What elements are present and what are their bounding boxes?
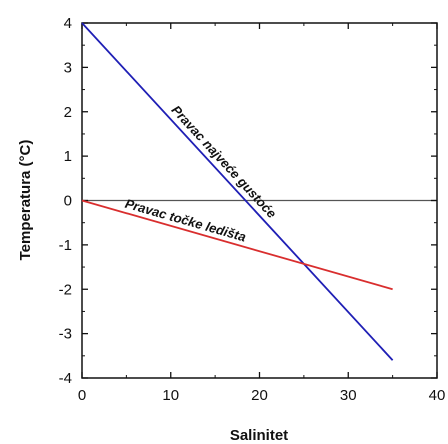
y-tick-label: -4 — [59, 370, 72, 387]
series-label-freezing: Pravac točke ledišta — [123, 196, 247, 245]
y-tick-label: -1 — [59, 237, 72, 254]
x-tick-label: 30 — [340, 387, 357, 404]
y-tick-label: 1 — [64, 148, 72, 165]
x-tick-label: 40 — [429, 387, 446, 404]
x-tick-label: 20 — [251, 387, 268, 404]
y-tick-label: 0 — [64, 193, 72, 210]
series-line-freezing — [82, 201, 393, 290]
y-axis-title: Temperatura (°C) — [17, 140, 34, 261]
y-tick-label: -3 — [59, 326, 72, 343]
x-tick-labels: 0 10 20 30 40 — [78, 387, 446, 404]
y-tick-label: -2 — [59, 281, 72, 298]
x-tick-label: 0 — [78, 387, 86, 404]
x-tick-label: 10 — [162, 387, 179, 404]
series-label-density: Pravac najveće gustoće — [169, 102, 280, 221]
series-line-density — [82, 23, 393, 360]
y-tick-label: 2 — [64, 104, 72, 121]
series-lines — [82, 23, 393, 360]
x-axis-title: Salinitet — [230, 427, 288, 444]
y-tick-label: 4 — [64, 15, 72, 32]
y-tick-label: 3 — [64, 59, 72, 76]
y-tick-labels: 4 3 2 1 0 -1 -2 -3 -4 — [59, 15, 72, 387]
